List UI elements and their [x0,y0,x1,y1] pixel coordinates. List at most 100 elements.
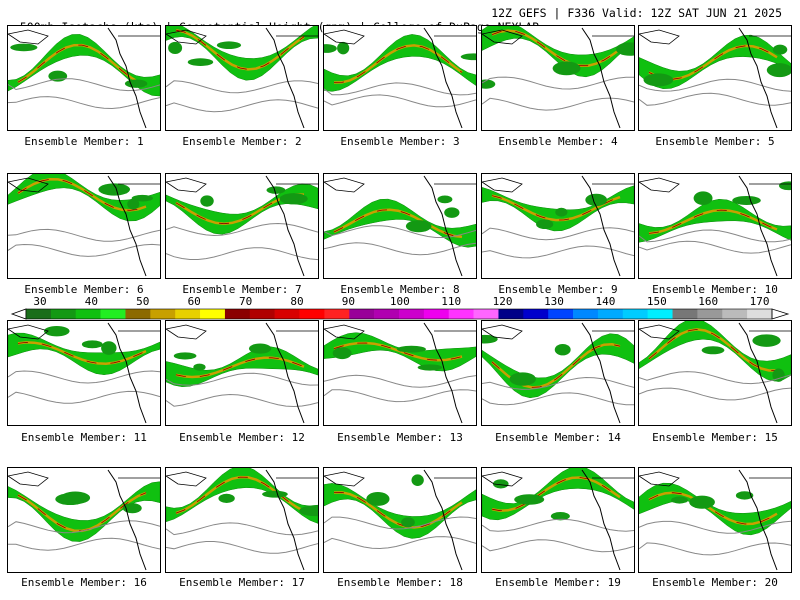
isotach-patch [218,493,235,503]
colorbar-min-arrow [10,308,27,320]
isotach-patch [444,207,460,218]
colorbar-segment [647,309,673,319]
coastline [581,175,621,277]
isotach-patch [266,186,286,194]
isotach-patch [299,505,318,517]
isotach-patch [168,41,183,55]
isotach-patch [772,368,785,382]
ensemble-member-label: Ensemble Member: 10 [652,283,778,296]
coastline [107,175,147,277]
isotach-patch [555,207,568,217]
jet-stream-band [324,34,476,92]
map-plot [8,174,160,277]
landmass-outline [8,177,49,193]
map-plot [166,26,318,129]
landmass-outline [324,471,365,487]
jet-core [17,341,147,365]
colorbar-tick-label: 150 [646,295,667,308]
isotach-patch [193,363,206,371]
jet-stream-band [166,468,318,524]
height-contour [639,371,791,385]
colorbar-max-arrow [771,308,790,320]
jet-max [17,178,147,211]
colorbar-segment [299,309,325,319]
height-contour [166,80,318,94]
ensemble-map-panel [165,467,319,573]
isotach-patch [131,194,153,202]
map-plot [482,322,634,424]
colorbar-segment [26,309,52,319]
landmass-outline [482,29,523,45]
jet-max [175,476,305,514]
jet-stream-band [166,183,318,235]
ensemble-member-label: Ensemble Member: 5 [655,135,775,148]
colorbar-segment [150,309,176,319]
landmass-outline [166,177,207,193]
coastline [581,322,621,424]
jet-core [648,208,778,235]
isotach-patch [405,220,432,233]
ensemble-member-label: Ensemble Member: 9 [498,283,618,296]
coastline [423,27,463,129]
coastline [265,175,305,277]
landmass-outline [8,29,49,45]
isotach-patch [585,193,608,207]
isotach-patch [693,191,713,205]
isotach-patch [101,341,117,355]
ensemble-member-label: Ensemble Member: 3 [340,135,460,148]
colorbar-segment [399,309,425,319]
landmass-outline [8,324,49,340]
isotach-patch [772,44,788,55]
isotach-patch [492,479,509,489]
height-contour [639,92,791,106]
height-contour [8,370,160,384]
colorbar-segment [473,309,499,319]
ensemble-map-panel [323,320,477,426]
colorbar-segment [324,309,350,319]
landmass-outline [639,324,680,340]
colorbar-scale [10,308,790,320]
height-contour [482,245,634,259]
isotach-patch [324,44,337,53]
colorbar-segment [747,309,773,319]
height-contour [166,541,318,554]
ensemble-map-panel [323,25,477,131]
ensemble-map-panel [638,467,792,573]
jet-max [175,194,305,225]
height-contour [166,99,318,113]
ensemble-member-label: Ensemble Member: 12 [179,431,305,444]
isotach-patch [332,347,352,360]
landmass-outline [324,324,365,340]
ensemble-map-panel [481,25,635,131]
height-contour [639,387,791,401]
isotach-patch [55,493,86,506]
ensemble-member-label: Ensemble Member: 15 [652,431,778,444]
colorbar-tick-label: 140 [595,295,616,308]
height-contour [8,228,160,242]
height-contour [324,94,476,108]
landmass-outline [482,177,523,193]
jet-core [491,194,621,222]
colorbar-tick-label: 30 [33,295,47,308]
ensemble-map-panel [165,25,319,131]
isotach-patch [122,503,142,514]
colorbar-tick-label: 100 [389,295,410,308]
colorbar-segment [523,309,549,319]
height-contour [482,97,634,111]
map-plot [8,322,160,424]
isotach-patch [248,343,272,354]
ensemble-member-label: Ensemble Member: 6 [24,283,144,296]
coastline [581,469,621,571]
jet-core [175,356,305,379]
map-plot [324,469,476,571]
isotach-patch [689,495,715,509]
map-plot [639,321,791,424]
height-contour [639,78,791,92]
ensemble-member-label: Ensemble Member: 16 [21,576,147,589]
colorbar-segment [622,309,648,319]
isotach-patch [550,512,570,521]
colorbar-segment [274,309,300,319]
isotach-patch [514,494,545,505]
colorbar-segment [175,309,201,319]
isotach-patch [279,193,308,205]
